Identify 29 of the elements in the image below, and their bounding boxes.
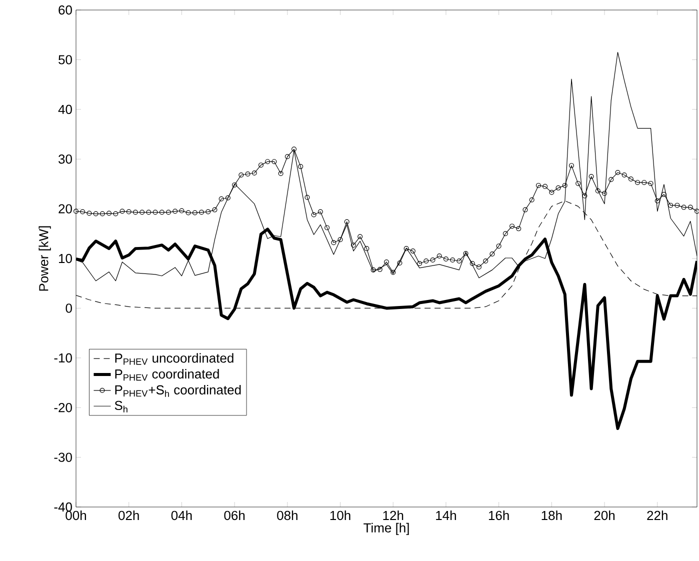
legend-label: P$_{PHEV}$+S$_{h}$ coordinated: [115, 384, 241, 397]
y-tick-label: 0: [66, 304, 72, 313]
y-tick-label: 20: [58, 204, 72, 214]
x-tick-label: 14h: [436, 510, 456, 520]
y-tick-label: -30: [54, 452, 72, 462]
y-tick-label: 60: [58, 5, 72, 15]
x-tick-label: 04h: [171, 510, 192, 520]
x-tick-label: 16h: [488, 510, 509, 520]
y-tick-label: 30: [58, 154, 72, 164]
y-tick-label: -20: [54, 403, 72, 412]
x-tick-label: 10h: [330, 510, 350, 520]
y-tick-label: 40: [58, 104, 72, 114]
x-tick-label: 20h: [594, 510, 615, 520]
x-tick-label: 02h: [118, 510, 139, 520]
y-tick-label: -10: [54, 353, 72, 362]
y-tick-label: -40: [54, 502, 72, 512]
x-tick-label: 08h: [277, 510, 298, 520]
x-tick-label: 06h: [224, 510, 245, 520]
legend-label: S$_{h}$: [114, 400, 128, 412]
x-tick-label: 22h: [647, 510, 668, 520]
x-tick-label: 00h: [66, 510, 86, 520]
legend-label: P$_{PHEV}$ coordinated: [115, 369, 219, 381]
legend-label: P$_{PHEV}$ uncoordinated: [115, 353, 234, 365]
x-tick-label: 12h: [383, 510, 404, 520]
x-tick-label: 18h: [542, 510, 562, 520]
y-axis-title: Power [kW]: [38, 226, 51, 291]
x-axis-title: Time [h]: [364, 522, 409, 536]
y-tick-label: 50: [58, 55, 72, 64]
y-tick-label: 10: [59, 254, 72, 264]
